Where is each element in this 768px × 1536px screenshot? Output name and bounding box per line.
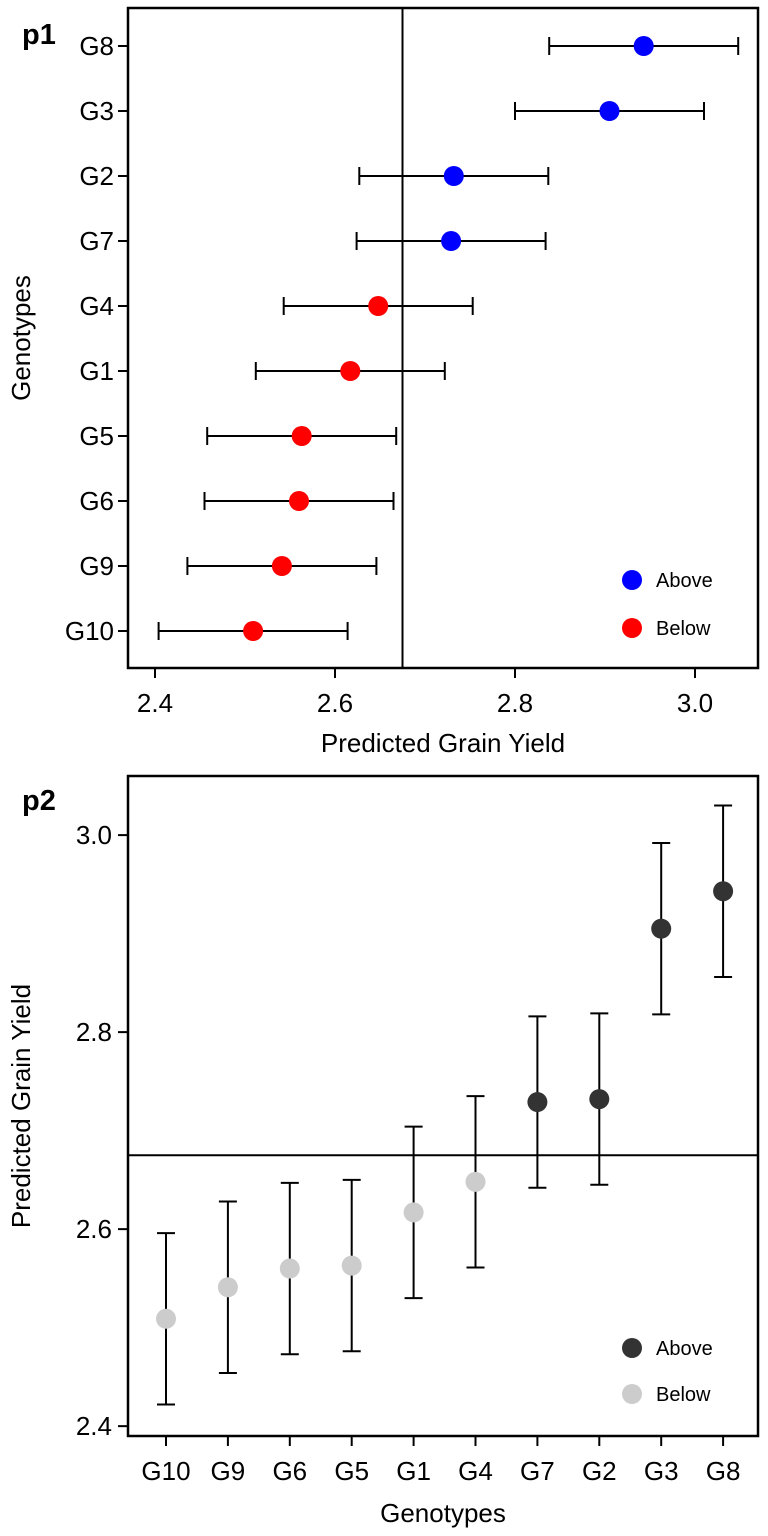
data-point	[341, 1255, 362, 1276]
legend-label: Below	[656, 1384, 711, 1406]
data-point	[589, 1089, 610, 1110]
legend-marker	[622, 618, 642, 638]
data-point	[217, 1277, 238, 1298]
x-tick-label: G4	[458, 1456, 493, 1486]
x-tick-label: G2	[582, 1456, 617, 1486]
data-point	[633, 36, 654, 56]
legend-marker	[622, 1338, 642, 1358]
x-tick-label: G9	[211, 1456, 246, 1486]
x-tick-label: 2.8	[497, 688, 533, 718]
data-point	[279, 1258, 300, 1279]
data-point	[271, 556, 292, 576]
legend-marker	[622, 570, 642, 590]
data-point	[441, 231, 462, 251]
legend-marker	[622, 1384, 642, 1404]
y-tick-label: G8	[79, 31, 114, 61]
data-point	[289, 491, 309, 511]
plot-frame-p1	[126, 6, 760, 670]
y-tick-label: G2	[79, 161, 114, 191]
chart-panel-p2: p2 2.4 2.6 2.8 3.0 G10 G9 G6 G5 G1 G4 G7 G2 G3 G8 Abov…	[6, 774, 760, 1528]
y-tick-label: G4	[79, 291, 114, 321]
chart-panel-p1: p1 2.4 2.6 2.8 3.0 G8 G3 G2 G7 G4 G1 G5 G6 G9 G10 Abov…	[6, 6, 760, 758]
x-tick-label: 2.4	[137, 688, 173, 718]
x-tick-label: G6	[272, 1456, 307, 1486]
y-tick-label: G9	[79, 551, 114, 581]
legend-label: Above	[656, 570, 713, 592]
plot-area-p2: 2.4 2.6 2.8 3.0 G10 G9 G6 G5 G1 G4 G7 G2 G3 G8 Above Be…	[76, 804, 758, 1486]
x-tick-label: G3	[644, 1456, 679, 1486]
y-tick-label: 2.8	[76, 1017, 112, 1047]
x-tick-label: G7	[520, 1456, 555, 1486]
data-point	[403, 1202, 424, 1223]
x-tick-label: G5	[334, 1456, 369, 1486]
data-point	[243, 621, 264, 641]
x-tick-label: 2.6	[317, 688, 353, 718]
panel-label-p1: p1	[22, 19, 56, 51]
data-point	[291, 426, 312, 446]
data-point	[340, 361, 361, 381]
y-tick-label: G6	[79, 486, 114, 516]
y-tick-label: 2.6	[76, 1214, 112, 1244]
x-tick-label: 3.0	[677, 688, 713, 718]
x-tick-label: G8	[706, 1456, 741, 1486]
data-point	[599, 101, 620, 121]
data-point	[156, 1308, 176, 1329]
y-tick-label: G1	[79, 356, 114, 386]
x-tick-label: G10	[141, 1456, 190, 1486]
data-point	[443, 166, 464, 186]
data-point	[527, 1092, 548, 1113]
panel-label-p2: p2	[22, 785, 56, 817]
legend-label: Below	[656, 618, 711, 640]
x-axis-title-p1: Predicted Grain Yield	[321, 728, 565, 758]
plot-area-p1: 2.4 2.6 2.8 3.0 G8 G3 G2 G7 G4 G1 G5 G6 G9 G10 Above Be…	[65, 8, 740, 718]
y-tick-label: G3	[79, 96, 114, 126]
x-tick-label: G1	[396, 1456, 431, 1486]
legend-label: Above	[656, 1338, 713, 1360]
y-tick-label: G5	[79, 421, 114, 451]
y-axis-title-p1: Genotypes	[6, 275, 36, 401]
y-tick-label: G10	[65, 616, 114, 646]
data-point	[651, 918, 672, 939]
data-point	[368, 296, 389, 316]
data-point	[465, 1171, 486, 1192]
y-axis-title-p2: Predicted Grain Yield	[6, 984, 36, 1228]
x-axis-title-p2: Genotypes	[380, 1498, 506, 1528]
data-point	[713, 881, 734, 902]
y-tick-label: 3.0	[76, 820, 112, 850]
y-tick-label: 2.4	[76, 1411, 112, 1441]
y-tick-label: G7	[79, 226, 114, 256]
plot-frame-p2	[126, 774, 760, 1438]
